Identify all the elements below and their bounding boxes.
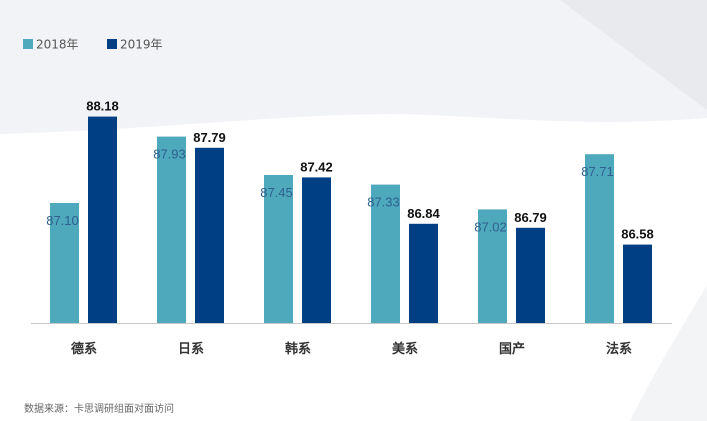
bar-2019-1 [195,147,224,323]
bar-2018-3 [371,184,400,323]
bar-2018-1 [157,136,186,323]
value-label-2019-5: 86.58 [621,227,654,242]
category-label-5: 法系 [606,341,632,357]
value-label-2018-5: 87.71 [581,164,614,179]
bar-2019-0 [88,116,117,323]
bar-2018-2 [264,175,293,323]
legend: 2018年 2019年 [23,38,163,52]
value-label-2018-3: 87.33 [367,195,400,210]
value-label-2018-2: 87.45 [260,185,293,200]
bar-2019-5 [623,244,652,323]
bars-group [50,116,652,323]
bar-2018-4 [478,209,507,323]
value-label-2018-1: 87.93 [153,147,186,162]
legend-label-2018: 2018年 [36,38,79,52]
value-label-2019-4: 86.79 [514,210,547,225]
legend-swatch-2018 [23,39,33,49]
value-label-2018-4: 87.02 [474,219,507,234]
value-label-2018-0: 87.10 [46,213,79,228]
bar-2019-4 [516,227,545,323]
bar-2018-5 [585,154,614,323]
category-label-3: 美系 [392,341,418,357]
value-label-2019-0: 88.18 [86,99,119,114]
legend-label-2019: 2019年 [120,38,163,52]
category-labels-group: 德系 日系 韩系 美系 国产 法系 [71,341,632,357]
legend-swatch-2019 [107,39,117,49]
category-label-0: 德系 [71,341,97,357]
source-note: 数据来源：卡思调研组面对面访问 [24,404,174,415]
bar-2019-2 [302,177,331,323]
bar-2018-0 [50,203,79,323]
bar-2019-3 [409,223,438,323]
background-corner-shape [560,0,707,110]
value-labels-group: 87.10 88.18 87.93 87.79 87.45 87.42 87.33 86.84… [46,99,654,242]
background-band-shape [0,0,707,134]
background-bottom-shape [630,285,707,421]
category-label-2: 韩系 [285,341,311,357]
value-label-2019-2: 87.42 [300,159,333,174]
category-label-4: 国产 [499,341,525,357]
category-label-1: 日系 [178,341,204,357]
value-label-2019-3: 86.84 [407,206,440,221]
value-label-2019-1: 87.79 [193,130,226,145]
